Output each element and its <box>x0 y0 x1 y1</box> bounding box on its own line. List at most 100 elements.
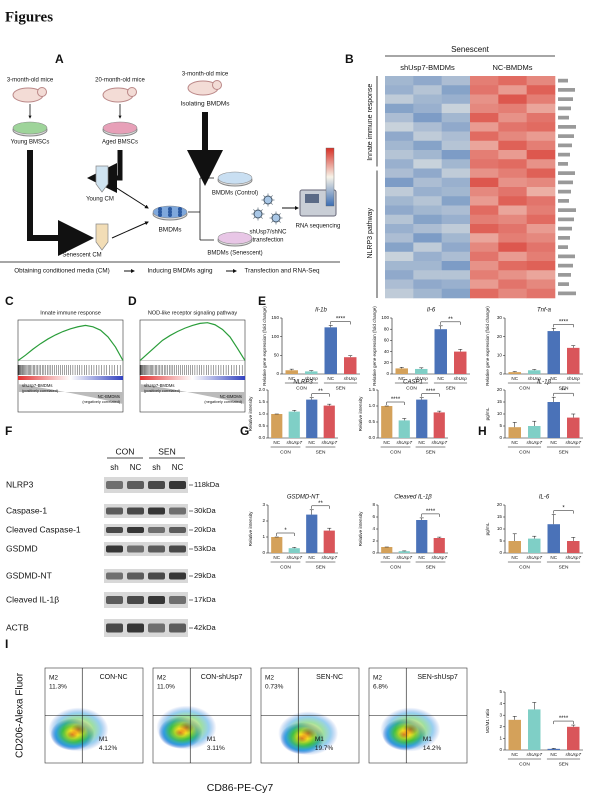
bar <box>508 427 521 438</box>
bar <box>344 357 357 374</box>
line <box>270 202 273 205</box>
line <box>263 195 266 198</box>
label: shUsp <box>567 376 580 381</box>
bar <box>306 514 318 553</box>
label: CON <box>406 385 417 391</box>
heat-cell <box>441 279 471 290</box>
label: Senescent <box>451 45 490 54</box>
bar <box>454 351 467 374</box>
cell <box>178 213 182 217</box>
bar <box>547 748 560 750</box>
label: 10 <box>497 353 503 358</box>
heat-cell <box>441 76 471 86</box>
gene-label <box>558 236 570 240</box>
heat-cell <box>441 214 471 225</box>
heat-cell <box>441 270 471 280</box>
gene-label <box>558 125 576 129</box>
label: NC <box>511 555 518 560</box>
label: M2 <box>49 675 58 682</box>
label: Obtaining conditioned media (CM) <box>14 268 110 275</box>
heat-cell <box>470 196 499 206</box>
label: **** <box>426 389 436 395</box>
heat-cell <box>441 187 471 197</box>
heat-cell <box>526 187 556 197</box>
bar <box>567 347 580 374</box>
band <box>169 596 186 604</box>
heat-cell <box>441 140 471 151</box>
label: 0 <box>372 550 375 555</box>
sig-bracket <box>421 513 440 517</box>
label: 5 <box>499 538 502 543</box>
bar <box>381 547 393 553</box>
heat-cell <box>470 94 499 105</box>
label: * <box>284 528 287 534</box>
label: M2 <box>265 675 274 682</box>
label: SEN <box>559 385 569 391</box>
heat-cell <box>526 103 556 114</box>
label: SEN <box>336 385 346 391</box>
arrow <box>27 150 94 256</box>
label: shUsp <box>344 376 357 381</box>
band <box>148 507 165 515</box>
label: 0 <box>276 371 279 376</box>
heat-cell <box>385 233 414 243</box>
label: 80 <box>384 326 390 331</box>
gene-label <box>558 171 575 175</box>
bar <box>395 368 408 374</box>
heat-cell <box>526 288 556 299</box>
bar <box>508 541 521 553</box>
gene-label <box>558 254 575 259</box>
label: NOD-like receptor signaling pathway <box>148 310 238 316</box>
cell <box>168 213 172 217</box>
heat-cell <box>498 177 527 188</box>
label: shUsp7 <box>565 555 581 560</box>
label: **** <box>391 397 401 403</box>
y-axis-label: Relative intensity <box>358 396 363 431</box>
line <box>270 195 273 198</box>
heat-cell <box>498 103 527 114</box>
panel-label: C <box>5 294 14 308</box>
heat-cell <box>385 187 414 197</box>
arrow <box>111 221 149 239</box>
label: 0.0 <box>259 435 266 440</box>
label: 0.73% <box>265 684 284 691</box>
label: NC <box>383 440 390 445</box>
label: NC <box>550 555 557 560</box>
dish-top <box>217 231 253 245</box>
heat-cell <box>526 270 556 280</box>
heat-cell <box>526 196 556 206</box>
label: 118kDa <box>194 480 220 489</box>
bar <box>547 402 560 438</box>
panel-label: A <box>55 52 64 66</box>
label: shUsp7 <box>396 555 412 560</box>
blot-bg <box>104 504 188 518</box>
band <box>148 545 165 553</box>
density <box>156 705 217 750</box>
label: Cleaved IL-1β <box>394 495 432 501</box>
heat-cell <box>526 261 556 271</box>
label: 6.8% <box>373 684 388 691</box>
label: NC <box>511 440 518 445</box>
label: M1 <box>315 736 324 743</box>
y-axis-label: pg/mL <box>485 522 490 535</box>
bar <box>567 541 580 553</box>
heat-cell <box>526 224 556 234</box>
label: shUsp <box>454 376 467 381</box>
heat-cell <box>470 131 499 142</box>
label: 2.0 <box>259 387 266 392</box>
label: SEN <box>559 449 569 455</box>
heat-cell <box>413 159 442 169</box>
band <box>148 481 165 489</box>
sig-bracket <box>330 321 351 325</box>
sig-bracket <box>311 393 330 397</box>
label: **** <box>426 509 436 515</box>
heat-cell <box>441 94 471 105</box>
gene-label <box>558 88 575 92</box>
heat-cell <box>385 103 414 114</box>
label: 20 <box>497 387 503 392</box>
label: SEN <box>316 449 326 455</box>
label: ** <box>448 317 453 323</box>
label: 20-month-old mice <box>95 78 145 84</box>
heat-cell <box>441 196 471 206</box>
label: 20kDa <box>194 525 217 534</box>
